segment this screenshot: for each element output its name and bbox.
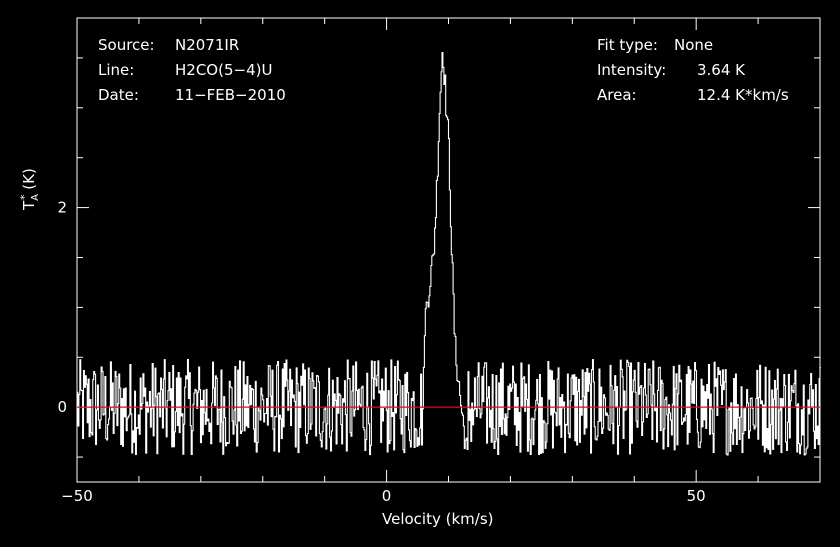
intensity-label: Intensity:	[597, 61, 667, 79]
y-axis-label-sup: *	[18, 194, 31, 200]
intensity-value: 3.64 K	[697, 61, 746, 79]
line-label: Line:	[98, 61, 135, 79]
y-tick-label: 2	[57, 199, 67, 217]
fit-type-value: None	[674, 36, 714, 54]
y-tick-label: 0	[57, 398, 67, 416]
source-label: Source:	[98, 36, 155, 54]
source-value: N2071IR	[175, 36, 240, 54]
area-label: Area:	[597, 86, 637, 104]
y-axis-label: TA* (K)	[18, 168, 41, 210]
fit-type-label: Fit type:	[597, 36, 658, 54]
y-axis-label-unit: (K)	[20, 168, 38, 190]
spectrum-trace	[77, 51, 821, 456]
x-axis-label: Velocity (km/s)	[382, 510, 494, 528]
x-tick-label: 0	[382, 487, 392, 505]
line-value: H2CO(5−4)U	[175, 61, 273, 79]
date-label: Date:	[98, 86, 139, 104]
area-value: 12.4 K*km/s	[697, 86, 789, 104]
x-tick-label: 50	[687, 487, 706, 505]
y-axis-label-sub: A	[30, 193, 41, 201]
y-axis-label-symbol: T	[20, 200, 38, 210]
x-tick-label: −50	[61, 487, 93, 505]
date-value: 11−FEB−2010	[175, 86, 286, 104]
